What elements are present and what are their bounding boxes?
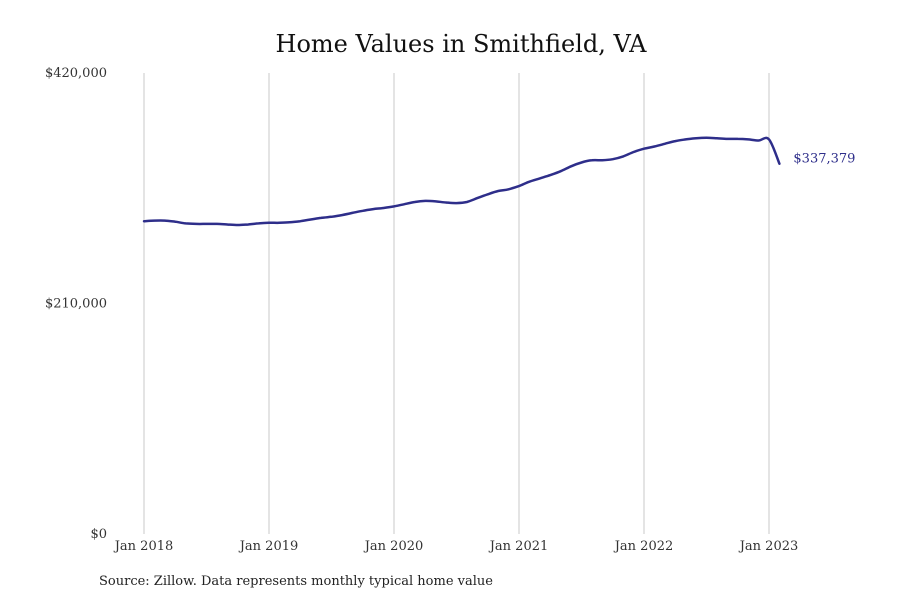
x-tick-label: Jan 2018 bbox=[113, 539, 174, 554]
x-tick-label: Jan 2020 bbox=[363, 539, 424, 554]
x-tick-label: Jan 2022 bbox=[613, 539, 674, 554]
y-axis-tick-labels: $0 $210,000 $420,000 bbox=[45, 66, 107, 542]
x-axis-tick-labels: Jan 2018 Jan 2019 Jan 2020 Jan 2021 Jan 2022… bbox=[113, 539, 799, 554]
x-tick-label: Jan 2023 bbox=[738, 539, 799, 554]
x-tick-label: Jan 2019 bbox=[238, 539, 299, 554]
y-tick-label: $420,000 bbox=[45, 66, 107, 81]
home-value-series-line bbox=[142, 136, 781, 227]
source-note: Source: Zillow. Data represents monthly … bbox=[99, 574, 493, 589]
y-tick-label: $0 bbox=[90, 527, 107, 542]
x-tick-label: Jan 2021 bbox=[488, 539, 549, 554]
chart-title: Home Values in Smithfield, VA bbox=[276, 30, 648, 58]
y-tick-label: $210,000 bbox=[45, 297, 107, 312]
latest-value-label: $337,379 bbox=[793, 152, 855, 167]
